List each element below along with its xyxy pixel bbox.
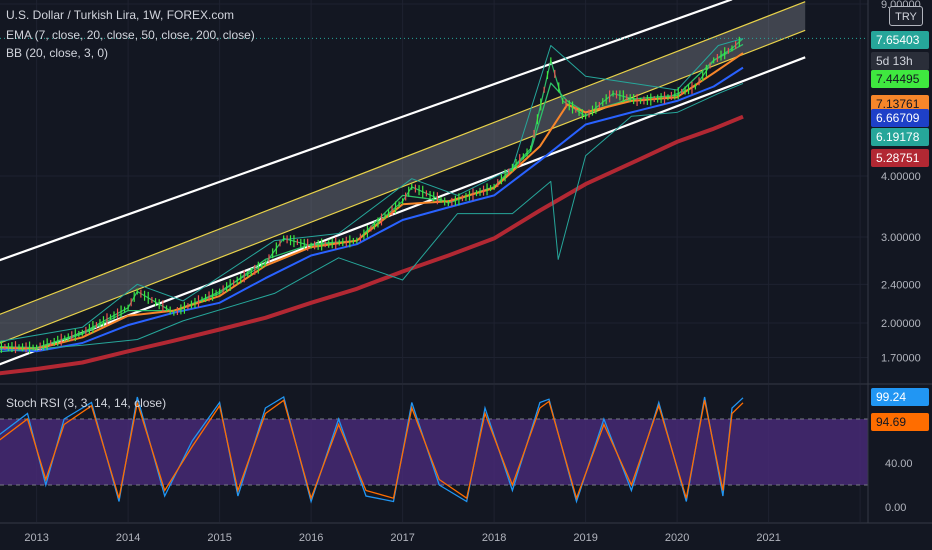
time-tick-label-3: 2016 bbox=[299, 532, 323, 544]
channel-fill bbox=[0, 1, 806, 343]
series-ema50 bbox=[0, 66, 744, 353]
ema-label: EMA (7, close, 20, close, 50, close, 200… bbox=[6, 28, 255, 42]
stoch-plot-area bbox=[0, 385, 868, 522]
currency-button[interactable]: TRY bbox=[889, 6, 923, 26]
stoch-rsi-pane bbox=[0, 385, 868, 522]
series-bb_upper bbox=[0, 38, 744, 342]
price-tag-bb-lower: 6.19178 bbox=[871, 128, 929, 146]
stoch-tag-d: 94.69 bbox=[871, 413, 929, 431]
stoch-tick-label-1: 0.00 bbox=[885, 502, 906, 514]
stoch-label: Stoch RSI (3, 3, 14, 14, close) bbox=[6, 396, 167, 410]
channel-line-inner_upper bbox=[0, 1, 806, 315]
bb-label: BB (20, close, 3, 0) bbox=[6, 46, 109, 60]
symbol-legend[interactable]: U.S. Dollar / Turkish Lira, 1W, FOREX.co… bbox=[6, 8, 234, 22]
time-tick-label-8: 2021 bbox=[756, 532, 780, 544]
price-tick-label-4: 2.00000 bbox=[881, 318, 921, 330]
stoch-band bbox=[0, 419, 868, 485]
price-tick-label-1: 4.00000 bbox=[881, 171, 921, 183]
time-tick-label-2: 2015 bbox=[207, 532, 231, 544]
stoch-tick-label-0: 40.00 bbox=[885, 458, 913, 470]
stoch-series-d bbox=[0, 399, 744, 501]
price-tick-label-2: 3.00000 bbox=[881, 232, 921, 244]
stoch-tag-k: 99.24 bbox=[871, 388, 929, 406]
price-tag-ema20: 7.13761 bbox=[871, 95, 929, 113]
price-tag-ema200: 5.28751 bbox=[871, 149, 929, 167]
countdown-tag: 5d 13h bbox=[871, 52, 929, 70]
time-tick-label-7: 2020 bbox=[665, 532, 689, 544]
price-tag-ema50: 6.66709 bbox=[871, 109, 929, 127]
ema-legend[interactable]: EMA (7, close, 20, close, 50, close, 200… bbox=[6, 28, 255, 42]
time-tick-label-5: 2018 bbox=[482, 532, 506, 544]
series-ema200 bbox=[0, 114, 744, 376]
time-tick-label-1: 2014 bbox=[116, 532, 140, 544]
price-tick-label-0: 9.00000 bbox=[881, 0, 921, 11]
time-tick-label-0: 2013 bbox=[24, 532, 48, 544]
price-tick-label-3: 2.40000 bbox=[881, 279, 921, 291]
channel-line-outer_upper bbox=[0, 0, 733, 262]
main-plot-area bbox=[0, 0, 868, 383]
price-tick-label-5: 1.70000 bbox=[881, 352, 921, 364]
time-tick-label-6: 2019 bbox=[573, 532, 597, 544]
time-tick-label-4: 2017 bbox=[390, 532, 414, 544]
bb-legend[interactable]: BB (20, close, 3, 0) bbox=[6, 46, 108, 60]
stoch-legend[interactable]: Stoch RSI (3, 3, 14, 14, close) bbox=[6, 396, 166, 410]
series-bb_lower bbox=[0, 82, 744, 353]
symbol-title: U.S. Dollar / Turkish Lira, 1W, FOREX.co… bbox=[6, 8, 235, 22]
price-tag-ema7: 7.44495 bbox=[871, 70, 929, 88]
price-tag-last: 7.65403 bbox=[871, 31, 929, 49]
main-price-pane bbox=[0, 0, 868, 383]
